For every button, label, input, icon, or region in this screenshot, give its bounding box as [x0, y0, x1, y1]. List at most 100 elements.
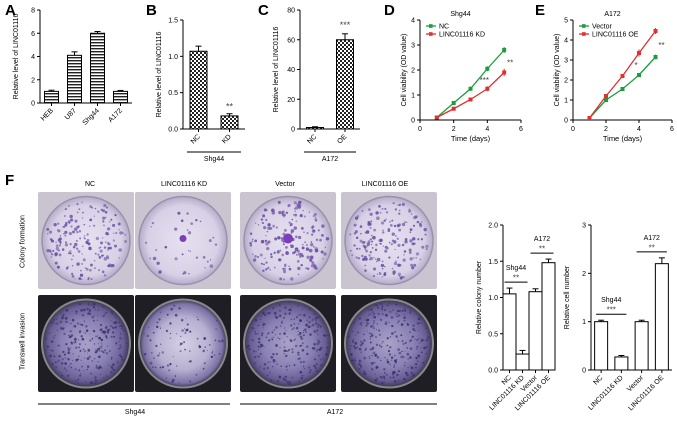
invading-cell-dot: [275, 317, 278, 319]
colony-dot: [67, 266, 69, 268]
invading-cell-dot: [322, 322, 324, 325]
invading-cell-dot: [160, 343, 162, 345]
invading-cell-dot: [417, 338, 419, 340]
colony-dot: [301, 226, 304, 230]
invading-cell-dot: [113, 335, 116, 338]
invading-cell-dot: [176, 365, 178, 367]
colony-dot: [252, 258, 257, 262]
invading-cell-dot: [389, 310, 392, 313]
colony-dot: [66, 223, 68, 226]
invading-cell-dot: [67, 358, 70, 361]
invading-cell-dot: [72, 353, 74, 355]
invading-cell-dot: [105, 325, 108, 329]
invading-cell-dot: [412, 327, 415, 331]
invading-cell-dot: [272, 353, 275, 356]
E-point: [637, 51, 641, 55]
invading-cell-dot: [109, 324, 112, 327]
colony-dot: [56, 222, 60, 225]
invading-cell-dot: [162, 366, 165, 369]
colony-dot: [412, 237, 416, 241]
E-x-tick-label: 6: [670, 126, 674, 133]
invading-cell-dot: [189, 350, 191, 352]
invading-cell-dot: [302, 342, 304, 344]
C-x-tick-label: NC: [306, 133, 318, 145]
invading-cell-dot: [401, 355, 404, 359]
invading-cell-dot: [373, 321, 376, 324]
colony-dot: [274, 237, 278, 241]
panel-label-c: C: [258, 2, 269, 19]
F2-x-tick-label: NC: [592, 374, 604, 386]
invading-cell-dot: [91, 360, 93, 362]
colony-dot: [425, 248, 428, 251]
colony-dot: [419, 258, 422, 261]
invading-cell-dot: [119, 337, 122, 340]
colony-dot: [357, 215, 360, 218]
invading-cell-dot: [82, 348, 85, 351]
colony-dot: [365, 249, 369, 253]
colony-dot: [64, 241, 68, 244]
invading-cell-dot: [353, 346, 357, 350]
colony-dot: [370, 234, 373, 237]
colony-dot: [408, 209, 412, 213]
invading-cell-dot: [381, 305, 384, 308]
invading-cell-dot: [51, 363, 53, 365]
colony-dot: [118, 257, 120, 259]
invading-cell-dot: [179, 350, 182, 353]
invading-cell-dot: [282, 377, 285, 380]
invading-cell-dot: [93, 314, 95, 317]
B-bar: [220, 115, 239, 130]
invading-cell-dot: [378, 329, 381, 332]
invading-cell-dot: [71, 318, 75, 322]
invading-cell-dot: [378, 344, 381, 347]
colony-dot: [57, 250, 59, 252]
invading-cell-dot: [120, 355, 123, 359]
invading-cell-dot: [302, 334, 305, 337]
invading-cell-dot: [425, 346, 428, 348]
invading-cell-dot: [350, 353, 353, 356]
invading-cell-dot: [354, 342, 358, 345]
invading-cell-dot: [390, 316, 394, 319]
invading-cell-dot: [121, 327, 124, 330]
colony-dot: [309, 258, 313, 262]
invading-cell-dot: [404, 317, 406, 319]
photo-col-label-kd: LINC01116 KD: [160, 181, 208, 188]
E-x-tick-label: 2: [604, 126, 608, 133]
invading-cell-dot: [178, 307, 181, 310]
invading-cell-dot: [259, 366, 261, 368]
invading-cell-dot: [398, 351, 402, 355]
invading-cell-dot: [363, 372, 367, 376]
invading-cell-dot: [359, 343, 363, 347]
invading-cell-dot: [367, 314, 370, 316]
colony-dot: [303, 231, 305, 233]
invading-cell-dot: [419, 338, 421, 340]
colony-dot: [81, 217, 84, 219]
invading-cell-dot: [86, 307, 89, 311]
A-x-tick-label: Shg44: [82, 107, 101, 126]
invading-cell-dot: [381, 381, 384, 385]
colony-dot: [401, 222, 406, 227]
invading-cell-dot: [383, 381, 385, 383]
B-x-tick-label: KD: [221, 133, 233, 145]
colony-dot: [100, 241, 103, 245]
invading-cell-dot: [179, 342, 183, 346]
colony-dot: [55, 246, 60, 251]
invading-cell-dot: [276, 379, 280, 383]
colony-dot: [195, 218, 198, 222]
invading-cell-dot: [74, 368, 77, 371]
invading-cell-dot: [93, 357, 96, 360]
invading-cell-dot: [289, 338, 291, 340]
invading-cell-dot: [392, 309, 394, 311]
photo-group-label-a172: A172: [326, 409, 344, 416]
invading-cell-dot: [270, 338, 272, 340]
colony-dot: [374, 258, 377, 260]
invading-cell-dot: [353, 362, 356, 365]
invading-cell-dot: [102, 314, 105, 318]
colony-dot: [266, 230, 269, 233]
invading-cell-dot: [119, 344, 122, 347]
invading-cell-dot: [105, 352, 109, 355]
invading-cell-dot: [291, 348, 294, 351]
colony-dot: [190, 222, 194, 226]
colony-dot: [325, 237, 330, 241]
invading-cell-dot: [374, 373, 376, 375]
invading-cell-dot: [111, 313, 114, 315]
